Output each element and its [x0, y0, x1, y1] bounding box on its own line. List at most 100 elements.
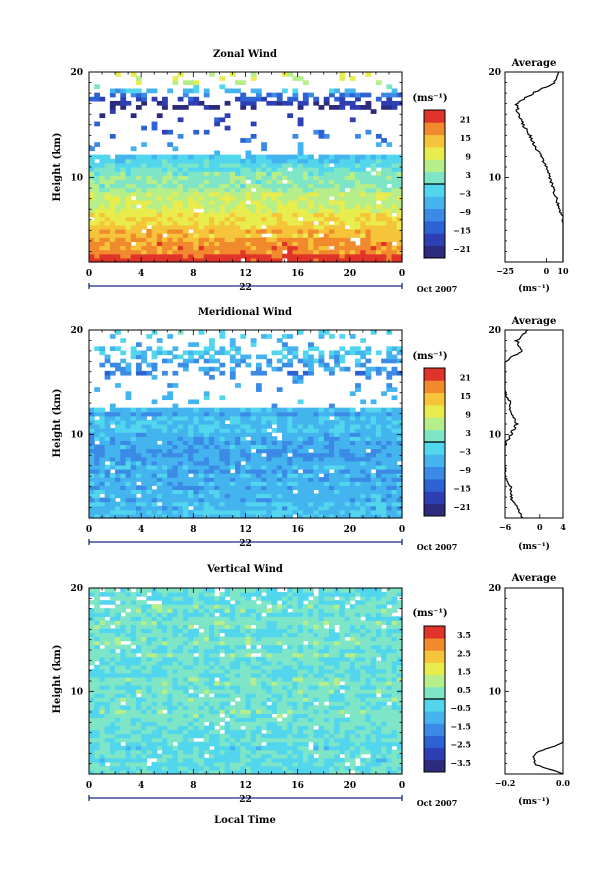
heatmap-cell: [323, 749, 330, 755]
heatmap-cell: [177, 497, 184, 503]
heatmap-cell: [396, 424, 403, 429]
heatmap-cell: [375, 158, 382, 164]
colorbar-swatch: [424, 233, 445, 247]
heatmap-cell: [229, 501, 236, 507]
heatmap-cell: [172, 424, 179, 429]
heatmap-cell: [125, 497, 132, 503]
heatmap-cell: [318, 477, 325, 482]
heatmap-cell: [115, 228, 121, 234]
heatmap-cell: [130, 460, 137, 466]
heatmap-cell: [193, 753, 200, 759]
heatmap-cell: [156, 428, 163, 433]
heatmap-cell: [328, 253, 335, 259]
heatmap-cell: [130, 489, 137, 495]
heatmap-cell: [235, 208, 241, 214]
heatmap-cell: [355, 411, 361, 417]
heatmap-cell: [182, 769, 189, 775]
heatmap-cell: [302, 191, 309, 197]
heatmap-cell: [224, 195, 231, 201]
heatmap-cell: [328, 171, 335, 176]
heatmap-cell: [214, 117, 221, 123]
heatmap-cell: [276, 456, 283, 462]
heatmap-cell: [177, 436, 184, 441]
heatmap-cell: [349, 391, 356, 396]
heatmap-cell: [193, 415, 200, 421]
heatmap-cell: [120, 411, 127, 417]
heatmap-cell: [245, 473, 252, 478]
heatmap-cell: [375, 249, 382, 255]
heatmap-cell: [381, 701, 387, 706]
heatmap-cell: [115, 154, 121, 160]
heatmap-cell: [355, 713, 361, 718]
heatmap-cell: [375, 468, 382, 474]
heatmap-cell: [302, 473, 309, 478]
heatmap-cell: [287, 440, 294, 446]
heatmap-cell: [339, 432, 346, 437]
heatmap-cell: [375, 245, 382, 251]
heatmap-cell: [172, 757, 179, 763]
heatmap-cell: [235, 513, 241, 519]
heatmap-cell: [370, 452, 377, 458]
heatmap-cell: [334, 195, 340, 201]
heatmap-cell: [245, 505, 252, 511]
heatmap-cell: [266, 769, 273, 775]
heatmap-cell: [360, 241, 367, 247]
heatmap-cell: [177, 709, 184, 714]
heatmap-cell: [104, 717, 111, 723]
heatmap-cell: [94, 468, 101, 474]
heatmap-cell: [198, 330, 205, 335]
heatmap-cell: [245, 233, 252, 238]
heatmap-cell: [302, 424, 309, 429]
heatmap-cell: [151, 725, 158, 731]
heatmap-cell: [151, 432, 158, 437]
avg-y-tick-label: 10: [488, 174, 501, 184]
heatmap-cell: [188, 477, 194, 482]
heatmap-cell: [120, 162, 127, 168]
heatmap-cell: [255, 411, 262, 417]
heatmap-cell: [396, 154, 403, 160]
heatmap-cell: [182, 366, 189, 372]
heatmap-cell: [156, 171, 163, 176]
heatmap-cell: [245, 745, 252, 751]
heatmap-cell: [381, 432, 387, 437]
heatmap-cell: [297, 448, 304, 454]
heatmap-cell: [297, 713, 304, 718]
heatmap-cell: [193, 154, 200, 160]
heatmap-cell: [219, 167, 226, 172]
heatmap-cell: [214, 513, 221, 519]
heatmap-cell: [349, 224, 356, 230]
heatmap-cell: [396, 701, 403, 706]
heatmap-cell: [292, 705, 299, 710]
heatmap-cell: [182, 513, 189, 519]
heatmap-cell: [162, 419, 168, 425]
heatmap-cell: [396, 249, 403, 255]
heatmap-cell: [229, 749, 236, 755]
heatmap-cell: [370, 154, 377, 160]
heatmap-cell: [276, 233, 283, 238]
y-tick-label: 10: [70, 430, 83, 440]
heatmap-cell: [334, 489, 340, 495]
heatmap-cell: [245, 245, 252, 251]
heatmap-cell: [255, 407, 262, 413]
heatmap-cell: [318, 697, 325, 702]
heatmap-cell: [235, 444, 241, 450]
heatmap-cell: [151, 191, 158, 197]
heatmap-cell: [130, 212, 137, 218]
heatmap-cell: [245, 481, 252, 486]
heatmap-cell: [219, 224, 226, 230]
heatmap-cell: [120, 464, 127, 470]
heatmap-cell: [308, 701, 314, 706]
date-label: Oct 2007: [417, 798, 458, 808]
heatmap-cell: [271, 224, 278, 230]
heatmap-cell: [271, 501, 278, 507]
heatmap-cell: [125, 183, 132, 189]
heatmap-cell: [365, 350, 372, 356]
heatmap-cell: [334, 464, 340, 470]
heatmap-cell: [182, 80, 189, 85]
heatmap-cell: [229, 358, 236, 364]
avg-y-tick-label: 20: [488, 68, 501, 78]
heatmap-cell: [282, 505, 288, 511]
heatmap-cell: [198, 436, 205, 441]
heatmap-cell: [261, 501, 267, 507]
heatmap-cell: [151, 411, 158, 417]
